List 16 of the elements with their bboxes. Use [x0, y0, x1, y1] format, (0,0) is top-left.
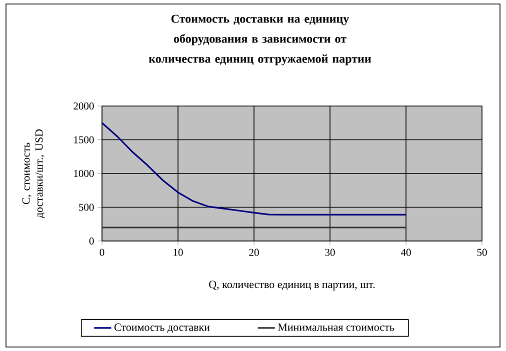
x-tick-label: 50 [477, 248, 487, 256]
x-axis-title: Q, количество единиц в партии, шт. [209, 280, 375, 290]
legend-label: Минимальная стоимость [278, 324, 394, 331]
x-tick-label: 10 [174, 248, 183, 256]
x-tick-label: 0 [100, 248, 104, 256]
y-tick-label: 0 [89, 237, 94, 245]
x-tick-label: 20 [249, 248, 259, 256]
x-tick-label: 30 [325, 248, 335, 256]
y-axis-title: C, стоимость доставки/шт., USD [22, 129, 45, 218]
legend-label: Стоимость доставки [114, 324, 210, 333]
y-tick-label: 1000 [74, 170, 94, 178]
y-tick-label: 500 [79, 204, 94, 211]
x-tick-label: 40 [400, 248, 411, 256]
y-tick-label: 2000 [74, 102, 94, 110]
chart-title: Стоимость доставки на единицу оборудования в зависимости от количества единиц отгружаемой партии [148, 14, 372, 66]
y-tick-label: 1500 [74, 136, 94, 144]
